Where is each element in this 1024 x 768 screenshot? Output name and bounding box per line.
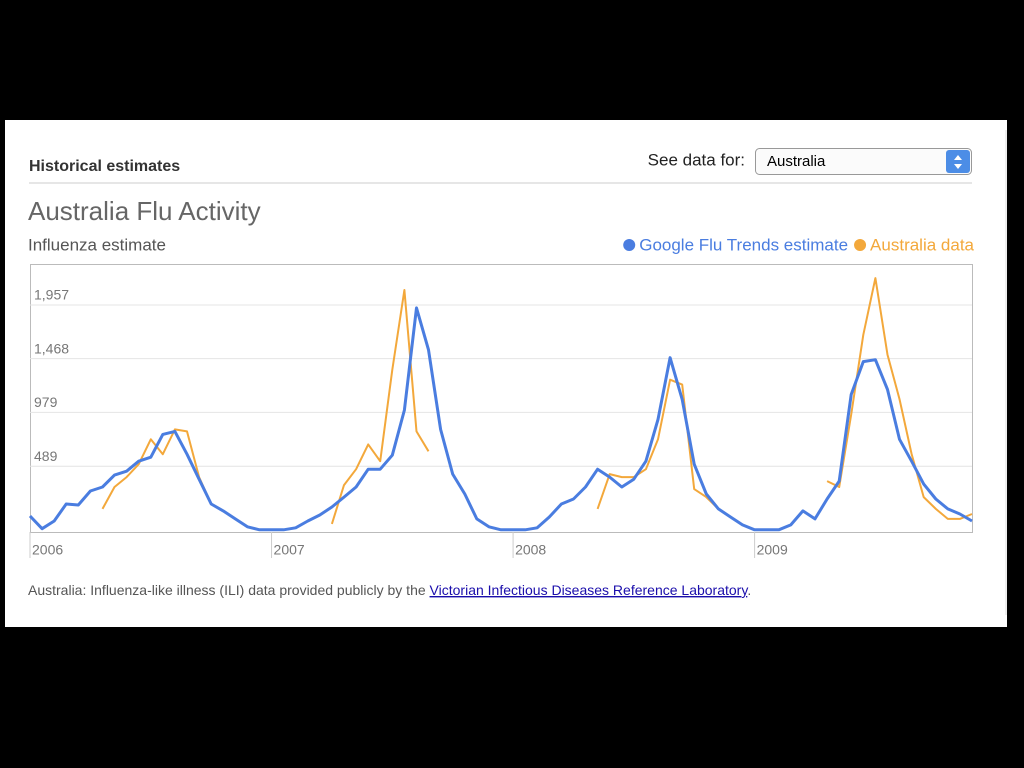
x-tick-label: 2008 <box>515 542 546 558</box>
y-tick-label: 1,957 <box>34 287 69 303</box>
y-tick-label: 979 <box>34 394 58 410</box>
x-tick-label: 2007 <box>274 542 305 558</box>
chart-title: Australia Flu Activity <box>28 196 261 226</box>
x-tick-label: 2006 <box>32 542 63 558</box>
region-select[interactable]: Australia <box>755 148 972 175</box>
select-value[interactable]: Australia <box>767 153 826 170</box>
x-tick-label: 2009 <box>757 542 788 558</box>
y-tick-label: 1,468 <box>34 340 69 356</box>
plot-area <box>30 264 973 533</box>
legend-marker <box>623 239 636 251</box>
series-line <box>28 306 973 532</box>
footer: Australia: Influenza-like illness (ILI) … <box>28 582 751 598</box>
y-axis-label: Influenza estimate <box>28 235 166 254</box>
footer-link[interactable]: Victorian Infectious Diseases Reference … <box>430 582 749 598</box>
select-label: See data for: <box>648 150 745 169</box>
arrow-icon <box>954 155 962 169</box>
footer-text: Australia: Influenza-like illness (ILI) … <box>28 582 430 598</box>
select-box[interactable] <box>755 148 972 175</box>
select-arrows[interactable] <box>946 150 970 173</box>
y-tick-label: 489 <box>34 448 58 464</box>
footer-end: . <box>747 582 751 598</box>
legend-label: Australia data <box>870 235 974 254</box>
legend-marker <box>854 239 867 251</box>
legend-label: Google Flu Trends estimate <box>639 235 848 254</box>
section-title: Historical estimates <box>29 158 180 175</box>
